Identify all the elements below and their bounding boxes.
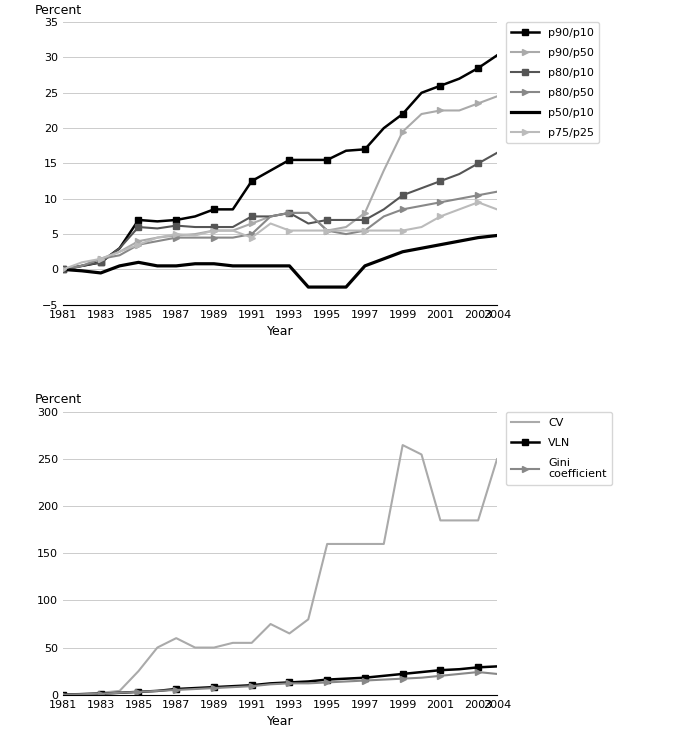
Text: Percent: Percent: [35, 393, 82, 406]
Text: Percent: Percent: [35, 4, 82, 16]
X-axis label: Year: Year: [267, 325, 293, 338]
X-axis label: Year: Year: [267, 715, 293, 728]
Legend: CV, VLN, Gini
coefficient: CV, VLN, Gini coefficient: [505, 412, 612, 485]
Legend: p90/p10, p90/p50, p80/p10, p80/p50, p50/p10, p75/p25: p90/p10, p90/p50, p80/p10, p80/p50, p50/…: [505, 22, 599, 143]
